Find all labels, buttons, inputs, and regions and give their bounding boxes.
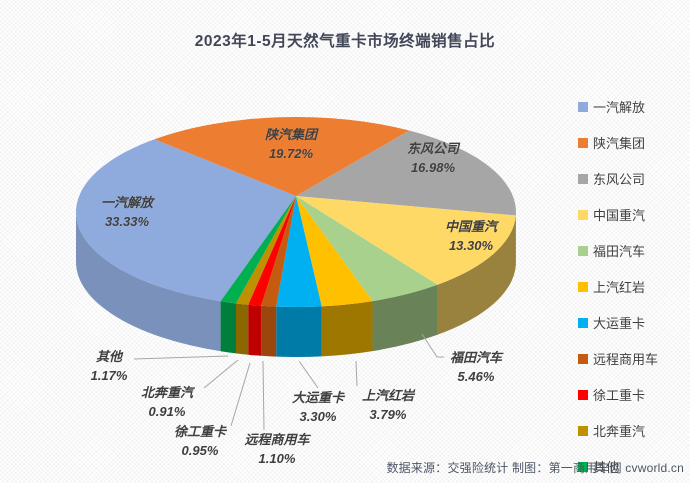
pie-slice-wall-0 [76,212,221,352]
leader-line-4 [421,333,444,358]
legend-label: 一汽解放 [593,100,646,115]
pie-label-name: 远程商用车 [244,432,310,447]
legend-swatch [578,173,588,184]
legend-label: 大运重卡 [593,316,646,331]
pie-slice-wall-7 [261,305,277,357]
pie-label-name: 中国重汽 [444,219,498,234]
pie-label-8: 徐工重卡 0.95% [174,422,226,460]
pie-label-name: 其他 [95,349,122,364]
pie-label-value: 1.10% [258,451,296,466]
leader-line-8 [230,362,251,427]
pie-slice-3 [296,196,516,285]
legend-swatch [578,317,588,328]
footer-credit: 数据来源：交强险统计 制图：第一商用车网 cvworld.cn [386,461,684,475]
pie-label-name: 大运重卡 [291,390,345,405]
pie-label-10: 其他 1.17% [91,347,128,385]
legend-swatch [578,281,588,292]
pie-label-value: 19.72% [268,146,314,161]
legend-swatch [578,101,588,112]
pie-label-name: 徐工重卡 [173,424,227,439]
pie-label-name: 福田汽车 [449,350,503,365]
pie-label-name: 一汽解放 [100,195,154,210]
pie-slice-wall-3 [437,215,516,335]
pie-label-value: 0.91% [148,404,186,419]
legend-item-2: 东风公司 [578,169,658,188]
pie-label-1: 陕汽集团 19.72% [265,125,317,163]
legend-item-4: 福田汽车 [578,241,658,260]
pie-label-3: 中国重汽 13.30% [445,217,497,255]
pie-label-value: 5.46% [457,369,495,384]
legend-label: 上汽红岩 [593,280,646,295]
pie-slice-1 [154,116,410,196]
legend-label: 福田汽车 [593,244,646,259]
pie-label-6: 大运重卡 3.30% [292,388,344,426]
pie-label-0: 一汽解放 33.33% [101,193,153,231]
pie-label-value: 33.33% [104,214,150,229]
pie-slice-wall-10 [220,301,237,354]
pie-label-value: 13.30% [448,238,494,253]
legend-item-1: 陕汽集团 [578,133,658,152]
legend-swatch [578,245,588,256]
pie-label-7: 远程商用车 1.10% [244,430,309,468]
legend-swatch [578,425,588,436]
pie-label-5: 上汽红岩 3.79% [362,386,414,424]
pie-slice-wall-4 [372,284,438,352]
leader-line-9 [203,359,239,389]
pie-slice-0 [76,139,296,302]
pie-slice-wall-5 [321,301,373,357]
legend-item-0: 一汽解放 [578,97,658,116]
pie-label-4: 福田汽车 5.46% [450,348,502,386]
pie-slice-8 [248,196,296,306]
leader-line-10 [133,355,229,360]
legend-label: 其他 [593,460,620,475]
pie-slice-wall-9 [236,303,249,355]
legend-label: 陕汽集团 [593,136,646,151]
pie-label-value: 1.17% [90,368,128,383]
pie-label-name: 北奔重汽 [140,385,194,400]
legend-item-5: 上汽红岩 [578,277,658,296]
legend-swatch [578,137,588,148]
legend-swatch [578,353,588,364]
pie-label-value: 3.30% [299,409,337,424]
legend-label: 远程商用车 [593,352,659,367]
legend-item-9: 北奔重汽 [578,421,658,440]
legend-label: 北奔重汽 [593,424,646,439]
legend-item-8: 徐工重卡 [578,385,658,404]
pie-slice-wall-8 [248,304,262,356]
legend-swatch [578,461,588,472]
pie-slice-wall-6 [276,306,322,357]
legend-label: 徐工重卡 [593,388,646,403]
pie-label-name: 上汽红岩 [361,388,415,403]
pie-slice-7 [261,196,296,307]
chart-title: 2023年1-5月天然气重卡市场终端销售占比 [194,33,496,50]
pie-slice-9 [236,196,296,305]
pie-label-value: 0.95% [181,443,219,458]
legend-item-7: 远程商用车 [578,349,658,368]
pie-slice-4 [296,196,438,302]
legend-swatch [578,209,588,220]
pie-slice-10 [220,196,296,304]
pie-label-name: 东风公司 [406,141,460,156]
pie-label-value: 16.98% [410,160,456,175]
legend-swatch [578,389,588,400]
pie-label-name: 陕汽集团 [264,127,318,142]
legend-item-3: 中国重汽 [578,205,658,224]
pie-slice-5 [296,196,373,307]
pie-label-2: 东风公司 16.98% [407,139,459,177]
legend-label: 东风公司 [593,172,646,187]
pie-slice-2 [296,130,516,216]
legend-label: 中国重汽 [593,208,646,223]
pie-label-9: 北奔重汽 0.91% [141,383,193,421]
pie-slice-6 [276,196,322,307]
leader-line-7 [262,360,265,431]
legend-item-6: 大运重卡 [578,313,658,332]
pie-label-value: 3.79% [369,407,407,422]
legend-item-10: 其他 [578,457,658,476]
legend: 一汽解放陕汽集团东风公司中国重汽福田汽车上汽红岩大运重卡远程商用车徐工重卡北奔重… [578,97,658,476]
leader-line-5 [355,360,358,387]
leader-line-6 [298,360,319,389]
